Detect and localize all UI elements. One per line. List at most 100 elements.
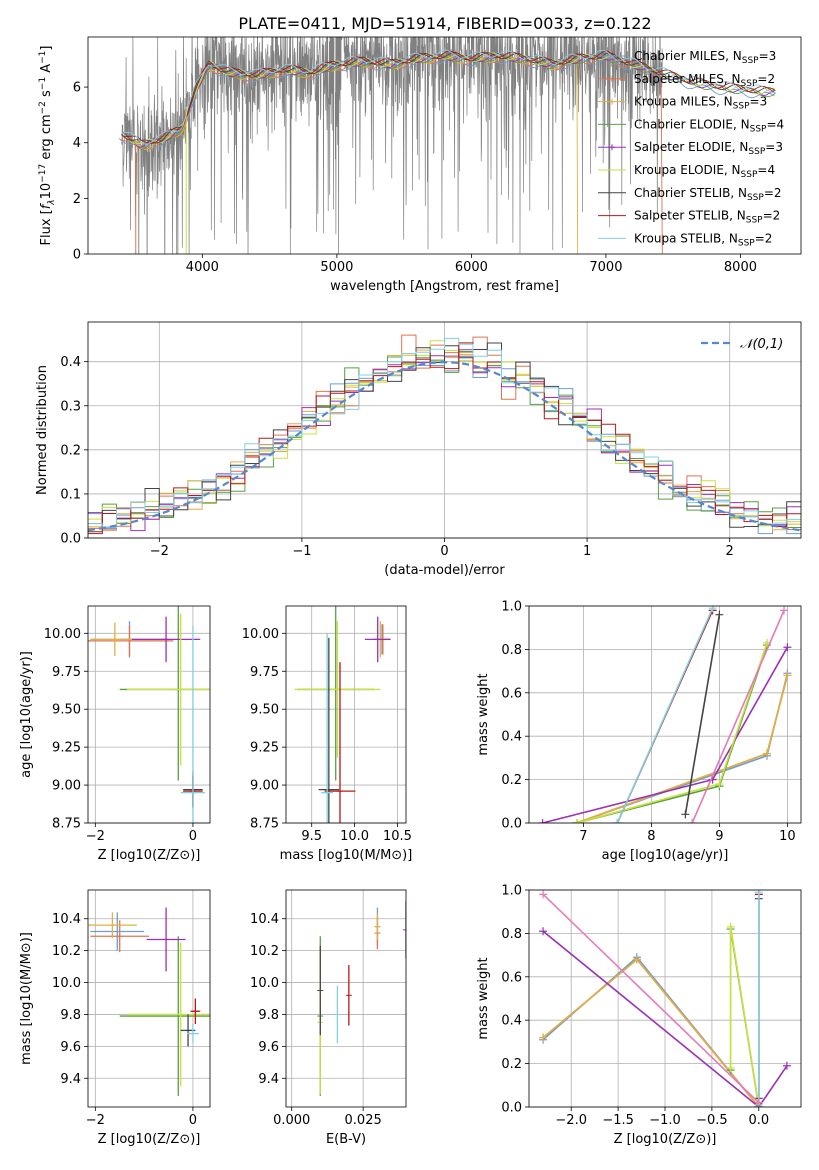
mass-weight-marker bbox=[538, 819, 547, 823]
y-axis-label-part: −1 bbox=[38, 77, 48, 90]
x-axis-label: E(B-V) bbox=[326, 1132, 366, 1147]
mass-weight-marker bbox=[539, 890, 548, 899]
legend-subscript: SSP bbox=[738, 238, 755, 248]
y-axis-label-part: −17 bbox=[38, 164, 48, 183]
histogram-8 bbox=[88, 337, 801, 529]
legend-series-name: Salpeter ELODIE, N bbox=[634, 140, 748, 154]
x-tick-label: 0 bbox=[189, 1113, 197, 1128]
axes-frame bbox=[87, 36, 802, 255]
legend-nssp: =3 bbox=[759, 49, 777, 63]
legend-series-name: Kroupa ELODIE, N bbox=[634, 163, 741, 177]
mass-weight-marker bbox=[715, 610, 724, 619]
legend-subscript: SSP bbox=[742, 56, 759, 66]
mass-weight-line bbox=[576, 675, 789, 823]
legend-label: Chabrier MILES, NSSP=3 bbox=[634, 49, 776, 66]
y-tick-label: 8.75 bbox=[52, 817, 81, 832]
x-tick-label: −1.5 bbox=[602, 1113, 634, 1128]
x-tick-label: 0.000 bbox=[273, 1113, 310, 1128]
legend-subscript: SSP bbox=[750, 124, 767, 134]
y-axis-label: Flux [fλ10−17 erg cm−2 s−1 A−1] bbox=[38, 46, 57, 246]
plot-area bbox=[317, 901, 406, 1096]
y-tick-label: 0.8 bbox=[501, 927, 522, 942]
x-tick-label: 8 bbox=[647, 829, 655, 844]
mass-weight-marker bbox=[754, 890, 763, 897]
x-tick-label: −2.0 bbox=[555, 1113, 587, 1128]
x-tick-label: 0.0 bbox=[748, 1113, 769, 1128]
mass-weight-line bbox=[542, 893, 760, 1104]
y-axis-label-part: −1 bbox=[38, 51, 48, 64]
y-axis-label: mass weight bbox=[476, 957, 491, 1039]
y-axis-label: Normed distribution bbox=[35, 365, 50, 495]
legend-subscript: SSP bbox=[741, 79, 758, 89]
y-tick-label: 0 bbox=[73, 248, 81, 263]
y-tick-label: 10.2 bbox=[250, 944, 279, 959]
residuals-panel: −2 −1 0 1 2 0.0 0.1 0.2 0.3 0.4 (data-model)/error… bbox=[35, 321, 802, 578]
legend-subscript: SSP bbox=[741, 170, 758, 180]
legend-subscript: SSP bbox=[747, 193, 764, 203]
y-tick-label: 10.2 bbox=[52, 944, 81, 959]
y-axis-label-part: λ bbox=[47, 199, 57, 205]
mass-weight-line bbox=[542, 956, 760, 1107]
mass-weight-line bbox=[542, 958, 760, 1107]
x-axis-label: (data-model)/error bbox=[384, 563, 505, 578]
x-tick-label: 4000 bbox=[186, 260, 219, 275]
model-spectrum-8 bbox=[121, 49, 776, 145]
y-tick-label: 10.4 bbox=[250, 912, 279, 927]
y-axis-label-part: 10 bbox=[39, 183, 54, 200]
plot-area bbox=[294, 606, 391, 823]
legend-label: Chabrier ELODIE, NSSP=4 bbox=[634, 117, 784, 134]
mass-weight-line bbox=[576, 675, 789, 823]
y-axis-label: mass weight bbox=[476, 673, 491, 755]
axes-frame bbox=[285, 605, 407, 824]
legend-nssp: =4 bbox=[766, 117, 784, 131]
axes-frame bbox=[528, 889, 802, 1108]
mass-weight-marker bbox=[780, 606, 788, 615]
histogram-6 bbox=[88, 342, 801, 533]
mass-weight-line bbox=[691, 609, 785, 823]
y-tick-label: 0.6 bbox=[501, 970, 522, 985]
y-tick-label: 4 bbox=[73, 136, 81, 151]
mass-weight-marker bbox=[613, 819, 622, 823]
legend-series-name: Kroupa STELIB, N bbox=[634, 231, 738, 245]
y-tick-label: 0.0 bbox=[501, 1101, 522, 1116]
legend-nssp: =2 bbox=[755, 231, 773, 245]
y-tick-label: 10.0 bbox=[250, 976, 279, 991]
massweight-vs-age-panel: 7 8 9 10 0.0 0.2 0.4 0.6 0.8 1.0 age [log10(age/yr… bbox=[476, 600, 802, 863]
legend-nssp: =3 bbox=[750, 95, 768, 109]
legend-series-name: Chabrier ELODIE, N bbox=[634, 117, 750, 131]
y-tick-label: 0.3 bbox=[60, 399, 81, 414]
legend-subscript: SSP bbox=[748, 147, 765, 157]
mass-weight-marker bbox=[539, 1033, 548, 1042]
y-tick-label: 9.50 bbox=[250, 703, 279, 718]
y-tick-label: 0.4 bbox=[501, 730, 522, 745]
y-tick-label: 8.75 bbox=[250, 817, 279, 832]
legend-marker bbox=[609, 98, 615, 105]
y-tick-label: 9.4 bbox=[258, 1072, 279, 1087]
legend-marker bbox=[609, 144, 615, 151]
mass-weight-marker bbox=[539, 927, 548, 936]
y-tick-label: 10.4 bbox=[52, 912, 81, 927]
mass-weight-marker bbox=[572, 819, 581, 823]
mass-weight-marker bbox=[688, 819, 697, 823]
x-tick-label: 0 bbox=[189, 829, 197, 844]
mass-vs-ebv-panel: 0.000 0.025 9.4 9.6 9.8 10.0 10.2 10.4 E(B-V) bbox=[250, 889, 407, 1147]
figure-title: PLATE=0411, MJD=51914, FIBERID=0033, z=0… bbox=[238, 14, 651, 33]
y-tick-label: 1.0 bbox=[501, 600, 522, 615]
legend-nssp: =3 bbox=[765, 140, 783, 154]
y-tick-label: 0.8 bbox=[501, 643, 522, 658]
y-tick-label: 9.4 bbox=[60, 1072, 81, 1087]
y-tick-label: 0.6 bbox=[501, 686, 522, 701]
x-tick-label: 2 bbox=[726, 544, 734, 559]
x-axis-label: wavelength [Angstrom, rest frame] bbox=[330, 279, 559, 294]
axes-frame bbox=[285, 889, 407, 1108]
y-tick-label: 9.75 bbox=[52, 665, 81, 680]
y-tick-label: 10.00 bbox=[242, 627, 279, 642]
x-tick-label: 7 bbox=[579, 829, 587, 844]
y-tick-label: 9.00 bbox=[250, 779, 279, 794]
legend-subscript: SSP bbox=[733, 102, 750, 112]
mass-weight-line bbox=[542, 646, 789, 823]
y-tick-label: 9.25 bbox=[52, 741, 81, 756]
plot-area bbox=[88, 606, 210, 823]
